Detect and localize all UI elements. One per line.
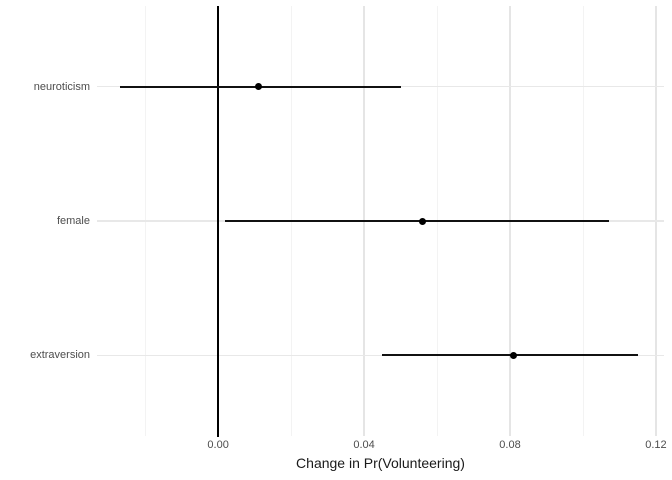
x-axis-title: Change in Pr(Volunteering) (296, 455, 465, 471)
x-tick-label-0.00: 0.00 (207, 439, 229, 451)
x-tick-label-0.12: 0.12 (645, 439, 667, 451)
y-axis-label-extraversion: extraversion (30, 349, 90, 362)
y-axis-label-neuroticism: neuroticism (33, 80, 90, 93)
x-tick-label-0.08: 0.08 (499, 439, 521, 451)
point-extraversion (510, 351, 518, 359)
ci-line-female (225, 220, 609, 222)
row-gridline (97, 354, 664, 357)
x-tick-label-0.04: 0.04 (353, 439, 375, 451)
zero-reference-line (217, 6, 220, 437)
ci-line-extraversion (382, 354, 638, 357)
point-female (418, 217, 426, 225)
point-neuroticism (254, 83, 262, 91)
y-axis-label-female: female (56, 215, 90, 227)
